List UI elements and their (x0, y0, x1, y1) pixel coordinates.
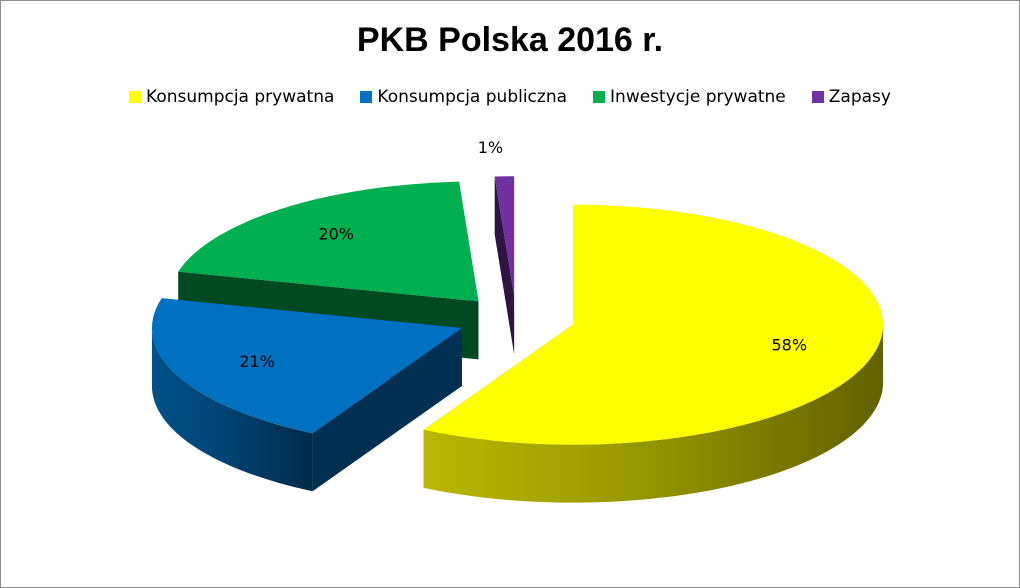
pie-rim-konsumpcja-prywatna-0 (423, 324, 884, 503)
pie-top-konsumpcja-prywatna (423, 204, 884, 445)
pie-slices (151, 176, 884, 503)
legend-label-zapasy: Zapasy (828, 87, 891, 107)
pie-wall-zapasy-0 (494, 176, 515, 355)
legend-swatch-inwestycje-prywatne (593, 91, 606, 103)
pie-slice-konsumpcja-prywatna (423, 204, 884, 503)
legend-swatch-zapasy (811, 91, 824, 103)
data-label-zapasy: 1% (478, 138, 503, 157)
legend-entry-zapasy: Zapasy (811, 87, 891, 107)
legend-entry-konsumpcja-prywatna: Konsumpcja prywatna (129, 87, 334, 107)
legend-label-konsumpcja-publiczna: Konsumpcja publiczna (377, 87, 568, 107)
legend-entry-inwestycje-prywatne: Inwestycje prywatne (593, 87, 786, 107)
legend-swatch-konsumpcja-publiczna (360, 91, 373, 103)
chart-legend: Konsumpcja prywatna Konsumpcja publiczna… (1, 87, 1019, 107)
legend-entry-konsumpcja-publiczna: Konsumpcja publiczna (360, 87, 567, 107)
pie-top-konsumpcja-publiczna (151, 298, 462, 434)
pie-rim-konsumpcja-publiczna-0 (151, 328, 313, 492)
data-label-konsumpcja-publiczna: 21% (239, 352, 275, 371)
legend-swatch-konsumpcja-prywatna (129, 91, 142, 103)
data-label-konsumpcja-prywatna: 58% (771, 336, 807, 355)
legend-label-konsumpcja-prywatna: Konsumpcja prywatna (146, 87, 335, 107)
pie-slice-konsumpcja-publiczna (151, 298, 462, 492)
pie-top-inwestycje-prywatne (178, 181, 479, 302)
legend-label-inwestycje-prywatne: Inwestycje prywatne (610, 87, 786, 107)
pie-slice-zapasy (494, 176, 515, 355)
chart-title: PKB Polska 2016 r. (356, 21, 664, 59)
pie-top-zapasy (494, 176, 515, 297)
data-label-inwestycje-prywatne: 20% (318, 224, 354, 243)
